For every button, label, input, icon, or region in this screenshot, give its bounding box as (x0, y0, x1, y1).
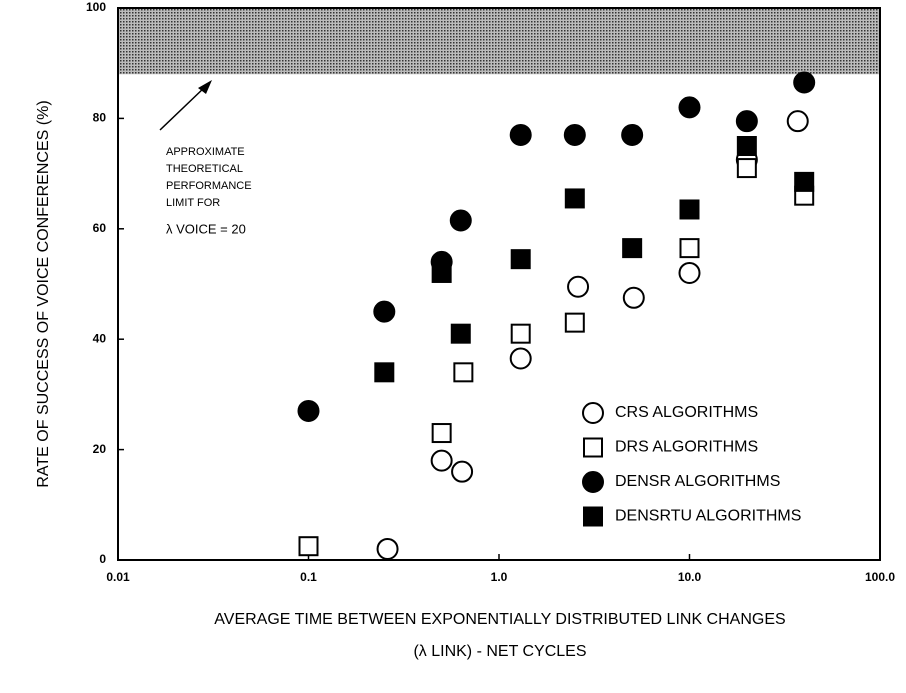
point (510, 323, 531, 344)
point (449, 209, 472, 232)
y-tick-label: 60 (93, 221, 107, 235)
legend-marker (583, 437, 603, 458)
point (374, 362, 395, 383)
point (431, 262, 452, 283)
x-axis-label: (λ LINK) - NET CYCLES (413, 643, 586, 660)
annotation: THEORETICAL (166, 163, 243, 175)
point (793, 71, 816, 94)
x-tick-label: 0.01 (106, 570, 130, 584)
point (678, 261, 701, 284)
y-tick-label: 0 (99, 552, 106, 566)
point (373, 300, 396, 323)
legend-marker (583, 506, 603, 527)
point (431, 423, 452, 444)
point (451, 460, 474, 483)
y-tick-label: 80 (93, 111, 107, 125)
x-axis-label: AVERAGE TIME BETWEEN EXPONENTIALLY DISTR… (214, 611, 785, 628)
point (376, 537, 399, 560)
point (564, 188, 585, 209)
annotation: APPROXIMATE (166, 146, 245, 158)
y-tick-label: 100 (86, 0, 106, 14)
point (564, 312, 585, 333)
point (794, 171, 815, 192)
y-tick-label: 20 (93, 442, 107, 456)
point (510, 249, 531, 270)
legend-marker (582, 471, 604, 493)
point (297, 399, 320, 422)
point (736, 136, 757, 156)
legend-label: CRS ALGORITHMS (615, 404, 758, 421)
x-tick-label: 100.0 (865, 570, 895, 584)
point (509, 123, 532, 146)
point (430, 449, 453, 472)
annotation-arrow (159, 85, 207, 131)
point (786, 110, 809, 133)
x-tick-label: 0.1 (300, 570, 317, 584)
legend-marker (582, 402, 604, 424)
point (450, 323, 471, 344)
point (736, 158, 757, 179)
point (453, 362, 474, 383)
point (563, 123, 586, 146)
limit-band (118, 8, 880, 75)
point (509, 347, 532, 370)
y-axis-label: RATE OF SUCCESS OF VOICE CONFERENCES (%) (35, 100, 52, 487)
legend-label: DENSR ALGORITHMS (615, 473, 780, 490)
point (679, 199, 700, 220)
annotation: λ VOICE = 20 (166, 221, 246, 236)
arrow-head (198, 80, 212, 94)
x-tick-label: 1.0 (491, 570, 508, 584)
point (298, 536, 319, 557)
legend-label: DRS ALGORITHMS (615, 439, 758, 456)
point (622, 286, 645, 309)
legend-label: DENSRTU ALGORITHMS (615, 508, 801, 525)
annotation: PERFORMANCE (166, 180, 252, 192)
point (567, 275, 590, 298)
y-tick-label: 40 (93, 331, 107, 345)
point (679, 238, 700, 259)
annotation: LIMIT FOR (166, 197, 220, 209)
point (622, 238, 643, 259)
x-tick-label: 10.0 (678, 570, 702, 584)
point (735, 110, 758, 133)
point (621, 123, 644, 146)
point (678, 96, 701, 119)
